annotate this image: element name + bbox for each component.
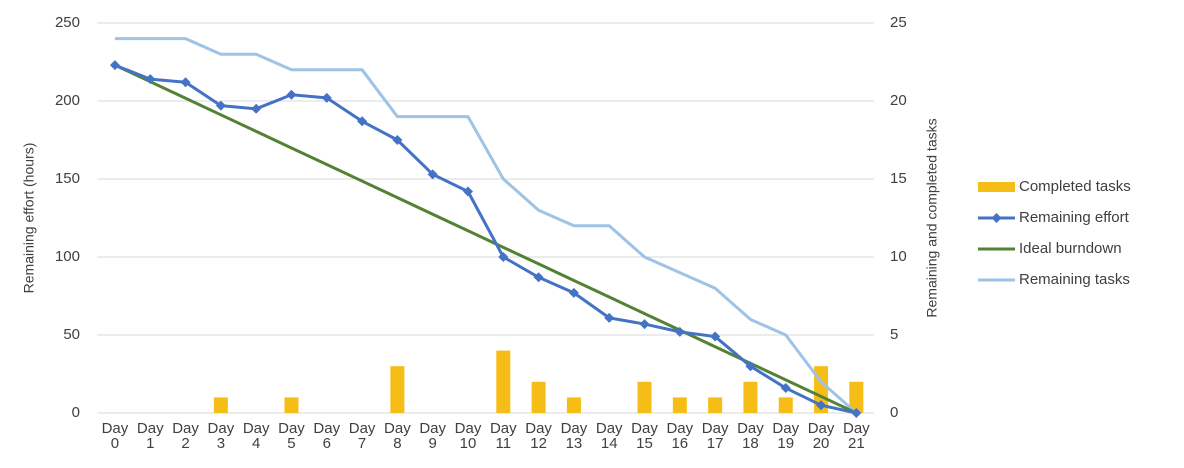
x-tick-label: Day 2 xyxy=(172,420,199,452)
bar xyxy=(672,397,687,413)
bar xyxy=(778,397,793,413)
marker xyxy=(745,361,756,372)
legend-label: Remaining tasks xyxy=(1019,271,1130,288)
legend-label: Ideal burndown xyxy=(1019,240,1122,257)
marker xyxy=(180,77,191,88)
x-tick-label: Day 21 xyxy=(843,420,870,452)
y-axis-label: Remaining effort (hours) xyxy=(21,143,37,294)
marker xyxy=(251,103,262,114)
marker xyxy=(286,89,297,100)
bar xyxy=(743,381,758,413)
x-tick-label: Day 9 xyxy=(419,420,447,452)
bar xyxy=(284,397,299,413)
y2-tick-label: 20 xyxy=(890,92,907,109)
x-tick-label: Day 6 xyxy=(313,420,341,452)
bar xyxy=(566,397,581,413)
x-tick-label: Day 19 xyxy=(772,420,800,452)
bar xyxy=(496,350,511,413)
x-tick-label: Day 13 xyxy=(560,420,588,452)
bar xyxy=(213,397,228,413)
x-tick-label: Day 5 xyxy=(278,420,305,452)
marker xyxy=(392,135,403,145)
bar xyxy=(637,381,652,413)
x-tick-label: Day 4 xyxy=(242,420,270,452)
marker xyxy=(215,100,226,111)
x-tick-label: Day 3 xyxy=(207,420,235,452)
marker xyxy=(604,312,615,323)
legend-label: Remaining effort xyxy=(1019,209,1130,226)
y2-tick-label: 10 xyxy=(890,248,907,265)
y2-tick-label: 0 xyxy=(890,404,898,421)
marker xyxy=(145,74,156,85)
bar xyxy=(849,381,864,413)
x-tick-label: Day 8 xyxy=(384,420,411,452)
x-tick-label: Day 20 xyxy=(807,420,835,452)
marker xyxy=(710,331,721,342)
marker xyxy=(462,186,473,197)
x-tick-label: Day 16 xyxy=(666,420,694,452)
line xyxy=(114,63,857,415)
x-tick-label: Day 15 xyxy=(631,420,658,452)
x-tick-label: Day 17 xyxy=(701,420,729,452)
y-tick-label: 0 xyxy=(72,404,80,421)
y-tick-label: 200 xyxy=(55,92,80,109)
marker xyxy=(109,60,120,71)
legend-marker xyxy=(991,213,1002,223)
marker xyxy=(816,400,827,411)
marker xyxy=(851,408,862,418)
bar xyxy=(390,366,405,413)
marker xyxy=(498,252,509,262)
x-tick-label: Day 11 xyxy=(489,420,517,452)
y2-tick-label: 25 xyxy=(890,14,907,31)
marker xyxy=(674,326,685,337)
y-tick-label: 50 xyxy=(63,326,80,343)
y2-tick-label: 5 xyxy=(890,326,898,343)
marker xyxy=(533,272,544,283)
x-tick-label: Day 10 xyxy=(454,420,482,452)
y2-axis-label: Remaining and completed tasks xyxy=(924,118,940,317)
x-tick-label: Day 18 xyxy=(737,420,764,452)
marker xyxy=(357,116,368,127)
marker xyxy=(639,319,650,330)
legend-label: Completed tasks xyxy=(1019,178,1131,195)
legend-swatch xyxy=(978,182,1015,192)
line xyxy=(114,63,857,415)
marker xyxy=(427,169,438,180)
line xyxy=(114,37,858,415)
marker xyxy=(568,287,579,298)
y-tick-label: 250 xyxy=(55,14,80,31)
bar xyxy=(531,381,546,413)
x-tick-label: Day 0 xyxy=(101,420,129,452)
y2-tick-label: 15 xyxy=(890,170,907,187)
y-tick-label: 150 xyxy=(55,170,80,187)
x-tick-label: Day 12 xyxy=(525,420,552,452)
y-tick-label: 100 xyxy=(55,248,80,265)
marker xyxy=(780,383,791,394)
x-tick-label: Day 14 xyxy=(595,420,623,452)
x-tick-label: Day 7 xyxy=(348,420,376,452)
x-tick-label: Day 1 xyxy=(136,420,164,452)
marker xyxy=(321,92,332,103)
bar xyxy=(708,397,723,413)
